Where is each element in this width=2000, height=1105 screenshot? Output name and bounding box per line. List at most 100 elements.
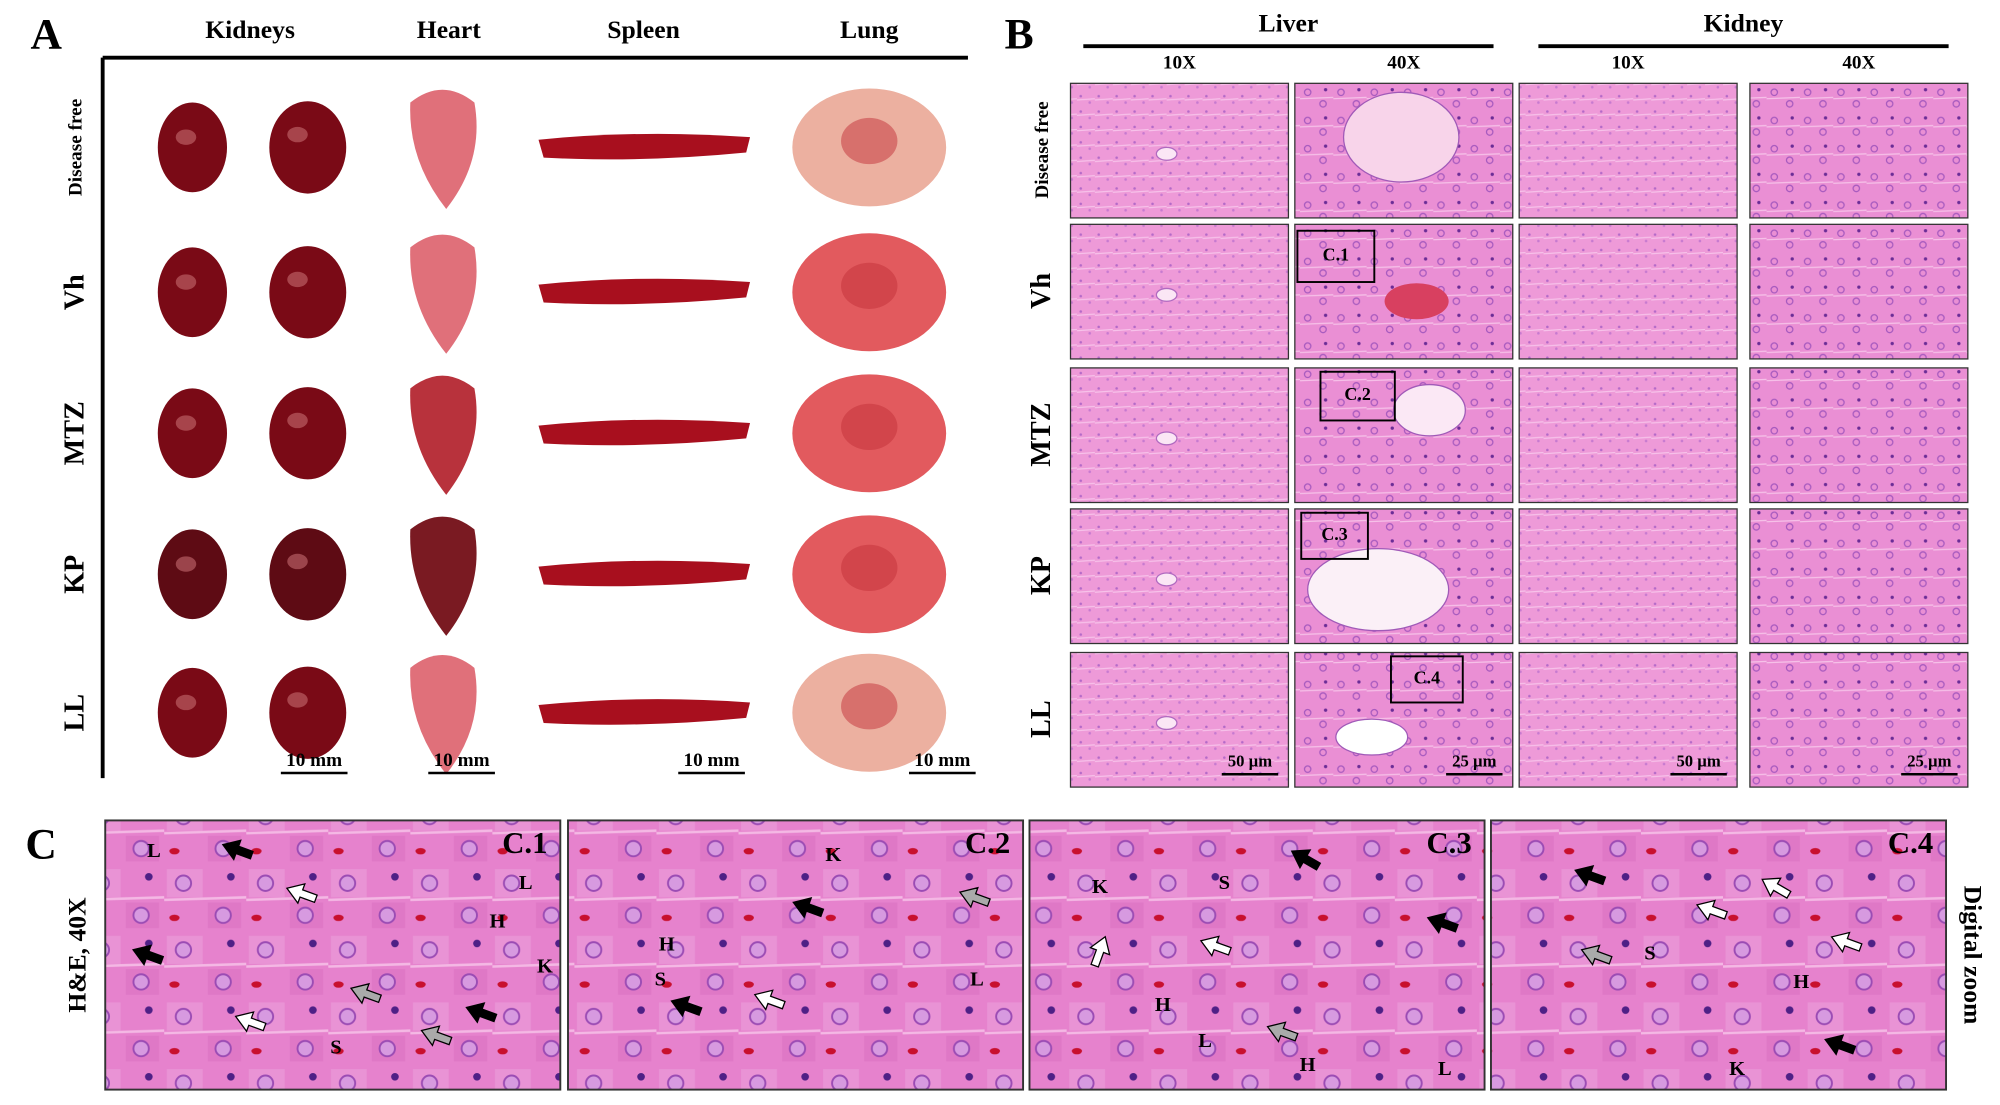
lung-photo [841, 683, 898, 730]
row-label: KP [1026, 556, 1057, 595]
row-label: LL [59, 694, 90, 732]
kidney-highlight [175, 694, 197, 711]
kidney-photo [269, 246, 347, 339]
kidney-photo [157, 667, 228, 758]
kidney-highlight [287, 553, 308, 570]
scale-bar-label: 25 µm [1452, 752, 1496, 771]
vessel [1335, 718, 1409, 756]
arrow [420, 1025, 453, 1047]
marker-label: H [1155, 994, 1171, 1016]
lung-photo [841, 117, 898, 165]
inset-box [1319, 370, 1396, 422]
row-label: Disease free [1032, 101, 1053, 199]
row-label: LL [1026, 700, 1057, 738]
kidney-photo [157, 529, 228, 620]
zoom-title: C.1 [502, 826, 547, 860]
spleen-photo [538, 560, 751, 587]
arrow [792, 897, 825, 919]
arrow [234, 1011, 267, 1033]
heart-photo [410, 516, 477, 636]
kidney-highlight [175, 556, 197, 572]
arrow [1830, 931, 1863, 954]
stain-label: H&E, 40X [62, 897, 91, 1013]
arrow [221, 839, 254, 861]
kidney-highlight [287, 412, 308, 429]
vessel [1155, 572, 1178, 587]
spleen-photo [538, 278, 751, 305]
heart-photo [410, 375, 477, 495]
kidney-highlight [175, 129, 197, 145]
marker-label: H [1300, 1054, 1316, 1076]
lung-photo [841, 262, 898, 309]
marker-label: L [519, 872, 533, 894]
inset-box [1296, 229, 1376, 283]
arrow [1824, 1034, 1857, 1056]
kidney-highlight [287, 692, 308, 708]
arrow [1761, 877, 1792, 899]
magnification: 40X [1842, 53, 1875, 74]
marker-label: S [1644, 943, 1655, 965]
marker-label: L [970, 968, 984, 990]
panel-label: C [25, 821, 56, 869]
histology-image [1069, 367, 1290, 504]
group-header: Liver [1259, 9, 1319, 38]
histology-image [1294, 651, 1514, 788]
zoom-image [104, 819, 562, 1091]
inset-box [1390, 655, 1464, 704]
histology-image [1518, 223, 1738, 360]
marker-label: K [1092, 876, 1108, 898]
kidney-highlight [287, 271, 308, 288]
zoom-image [567, 819, 1025, 1091]
arrow [1574, 864, 1607, 887]
histology-image [1294, 367, 1514, 504]
histology-image [1518, 82, 1738, 219]
lung-photo [841, 403, 898, 450]
vessel [1155, 715, 1178, 731]
row-label: KP [59, 555, 90, 594]
lung-photo [841, 544, 898, 591]
marker-label: K [825, 844, 841, 866]
marker-label: K [1729, 1058, 1745, 1080]
marker-label: H [659, 934, 675, 956]
histology-image [1749, 367, 1969, 504]
scale-bar-label: 25 µm [1907, 752, 1951, 771]
row-label: MTZ [59, 401, 90, 465]
histology-image [1749, 82, 1969, 219]
arrow [1199, 935, 1232, 958]
vessel [1342, 91, 1460, 183]
vessel [1155, 287, 1178, 302]
histology-image [1518, 651, 1738, 788]
inset-box [1300, 511, 1369, 560]
arrow [1290, 849, 1322, 871]
spleen-photo [538, 419, 751, 446]
arrow [753, 989, 786, 1011]
histology-image [1749, 223, 1969, 360]
marker-label: H [490, 911, 506, 933]
inset-label: C.3 [1321, 524, 1347, 544]
kidney-highlight [287, 126, 308, 143]
heart-photo [410, 655, 477, 775]
heart-photo [410, 234, 477, 354]
scale-bar-label: 10 mm [286, 750, 342, 771]
arrow [131, 944, 165, 966]
inset-label: C.4 [1414, 668, 1440, 688]
marker-label: H [1793, 971, 1809, 993]
histology-image [1518, 508, 1738, 645]
kidney-photo [157, 388, 228, 479]
kidney-highlight [175, 415, 197, 431]
arrow [1695, 899, 1729, 922]
zoom-title: C.3 [1426, 826, 1471, 860]
vessel [1155, 431, 1178, 446]
zoom-image [1490, 819, 1948, 1091]
kidney-photo [269, 528, 347, 621]
arrow [1426, 912, 1459, 934]
histology-image [1069, 651, 1290, 788]
arrow [1089, 935, 1111, 968]
vessel [1384, 283, 1449, 320]
kidney-photo [157, 102, 228, 193]
kidney-photo [269, 101, 347, 194]
histology-image [1069, 508, 1290, 645]
magnification: 10X [1612, 53, 1645, 74]
row-label: MTZ [1026, 402, 1057, 466]
